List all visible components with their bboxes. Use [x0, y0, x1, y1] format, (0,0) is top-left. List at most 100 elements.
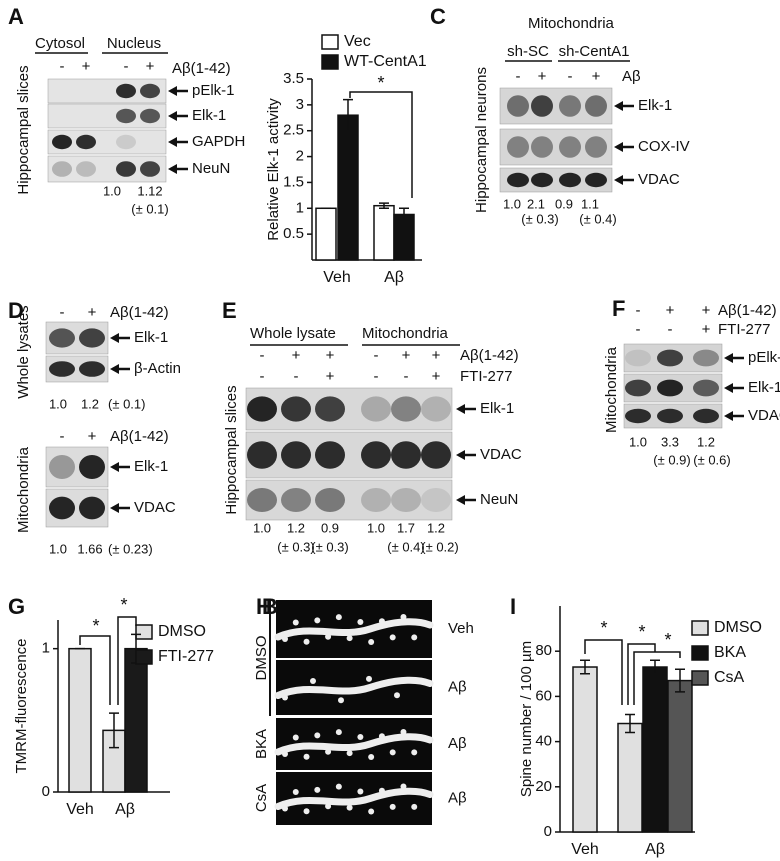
- band-label: NeuN: [192, 160, 230, 177]
- panel-letter: H: [256, 594, 272, 619]
- band: [247, 441, 277, 469]
- significance-bracket: [633, 651, 681, 705]
- band-label: β-Actin: [134, 360, 181, 377]
- y-tick-label: 0.5: [283, 225, 304, 242]
- legend-swatch: [135, 649, 153, 665]
- lane-sign: -: [124, 58, 129, 75]
- panel-letter: I: [510, 594, 516, 619]
- y-tick-label: 0: [42, 783, 50, 800]
- arrow-head: [168, 111, 177, 121]
- label: 1.1: [581, 196, 599, 211]
- dendrite: [274, 676, 434, 699]
- spine: [389, 803, 396, 810]
- bar: [68, 647, 92, 793]
- band-label: GAPDH: [192, 133, 245, 150]
- label: 1.2: [697, 434, 715, 449]
- label: Aβ: [448, 678, 467, 695]
- significance-star: *: [664, 630, 671, 650]
- band: [49, 496, 75, 520]
- band: [361, 396, 391, 422]
- band: [79, 455, 105, 479]
- lane-sign: -: [636, 302, 641, 319]
- legend-swatch: [321, 34, 339, 50]
- arrow-head: [724, 383, 733, 393]
- y-tick-label: 0: [544, 823, 552, 840]
- spine: [346, 750, 353, 757]
- lane-sign: -: [60, 58, 65, 75]
- lane-sign: +: [432, 368, 441, 385]
- label: Aβ(1-42): [460, 347, 519, 364]
- bar: [124, 647, 148, 793]
- significance-bracket: [117, 616, 137, 705]
- lane-sign: -: [294, 368, 299, 385]
- bar: [337, 114, 359, 261]
- band-label: Elk-1: [480, 400, 514, 417]
- band: [140, 161, 160, 177]
- lane-sign: -: [516, 68, 521, 85]
- bar: [373, 204, 395, 261]
- y-tick-label: 40: [535, 733, 552, 750]
- label: Mitochondria: [15, 446, 32, 533]
- band: [315, 488, 345, 512]
- arrow-head: [724, 411, 733, 421]
- arrow-head: [110, 462, 119, 472]
- label: 1.0: [253, 520, 271, 535]
- label: 1.2: [81, 396, 99, 411]
- arrow-head: [168, 86, 177, 96]
- band: [585, 172, 607, 188]
- x-tick-label: Veh: [323, 269, 351, 286]
- spine: [292, 789, 299, 796]
- error-bar: [399, 207, 409, 222]
- lane-sign: +: [88, 428, 97, 445]
- band: [625, 408, 651, 424]
- spine: [314, 617, 321, 624]
- error-bar: [650, 659, 660, 675]
- spine: [335, 783, 342, 790]
- label: (± 0.4): [387, 539, 424, 554]
- band: [693, 408, 719, 424]
- band: [421, 396, 451, 422]
- spine: [325, 748, 332, 755]
- band: [116, 108, 136, 124]
- lane-sign: -: [260, 368, 265, 385]
- spine: [292, 619, 299, 626]
- spine: [378, 787, 385, 794]
- lane-sign: -: [404, 368, 409, 385]
- panel-letter: G: [8, 594, 25, 619]
- legend-label: Vec: [344, 33, 371, 50]
- y-tick-label: 2: [296, 148, 304, 165]
- spine: [346, 804, 353, 811]
- significance-star: *: [120, 595, 127, 615]
- band: [79, 496, 105, 520]
- dendrite: [274, 733, 434, 756]
- label: 3.3: [661, 434, 679, 449]
- lane-sign: -: [568, 68, 573, 85]
- band: [116, 161, 136, 177]
- label: BKA: [253, 729, 270, 759]
- label: Mitochondria: [528, 15, 615, 32]
- y-tick-label: 20: [535, 778, 552, 795]
- y-tick-label: 1.5: [283, 173, 304, 190]
- arrow-head: [456, 450, 465, 460]
- significance-star: *: [377, 73, 384, 93]
- label: (± 0.1): [131, 201, 168, 216]
- bar: [667, 679, 693, 833]
- spine: [282, 751, 288, 757]
- bar: [315, 207, 337, 261]
- spine: [303, 753, 310, 760]
- legend-swatch: [321, 54, 339, 70]
- band-label: VDAC: [638, 171, 680, 188]
- label: 1.0: [367, 520, 385, 535]
- label: (± 0.3): [311, 539, 348, 554]
- label: Nucleus: [107, 35, 161, 52]
- label: Whole lysate: [250, 325, 336, 342]
- significance-star: *: [600, 618, 607, 638]
- significance-bracket: [584, 639, 623, 705]
- lane-sign: +: [88, 304, 97, 321]
- lane-sign: -: [636, 321, 641, 338]
- lane-sign: -: [374, 368, 379, 385]
- band-label: NeuN: [480, 491, 518, 508]
- legend-label: WT-CentA1: [344, 53, 427, 70]
